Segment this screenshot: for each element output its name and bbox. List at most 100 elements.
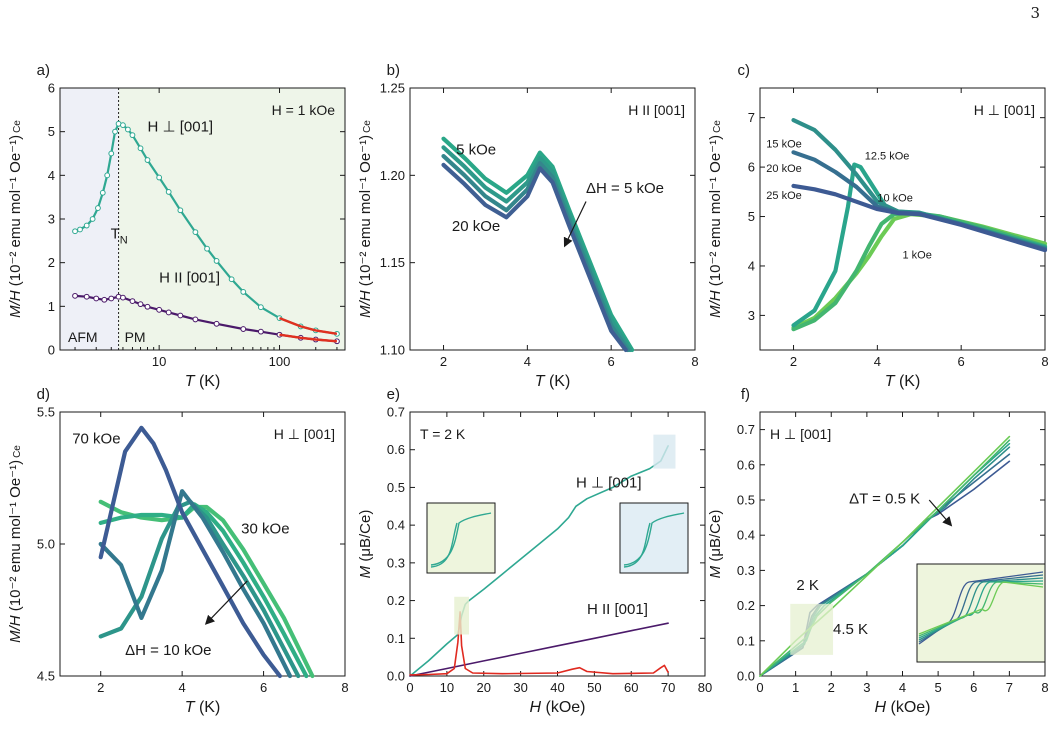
plot-frame	[759, 87, 1046, 351]
x-axis-label: H (kOe)	[874, 699, 930, 716]
data-point	[89, 216, 96, 222]
y-tick-label: 6	[748, 160, 755, 175]
x-tick-label: 40	[550, 680, 564, 695]
data-point	[240, 289, 247, 295]
x-axis-label: T (K)	[885, 373, 921, 390]
series-label: H II [001]	[587, 601, 648, 618]
x-tick-label: 4	[179, 680, 186, 695]
y-axis-unit: (10⁻² emu mol⁻¹ Oe⁻¹)	[357, 135, 374, 290]
data-point	[257, 304, 264, 311]
series-line	[98, 489, 293, 679]
x-tick-label: 6	[608, 354, 615, 369]
data-point	[144, 303, 151, 310]
x-axis-var: T	[535, 373, 546, 390]
x-axis-var: T	[185, 699, 196, 716]
data-point	[120, 122, 126, 129]
series-line	[441, 162, 628, 353]
x-tick-label: 4	[874, 354, 881, 369]
data-point	[257, 328, 264, 335]
x-tick-label: 8	[1041, 680, 1048, 695]
y-axis-label: M/H (10⁻² emu mol⁻¹ Oe⁻¹) Ce	[7, 120, 24, 318]
y-axis-var: M/H	[7, 615, 24, 643]
field-label: H II [001]	[628, 102, 685, 118]
x-tick-label: 50	[587, 680, 601, 695]
panel-d: d) 2 4 6 8 4.5 5.0 5.5 70 kOe 30 kOe ΔH = 10 kOe H …	[7, 386, 349, 716]
y-tick-label: 4.5	[37, 669, 55, 684]
series-label: 2 K	[796, 577, 819, 594]
fit-line	[279, 333, 338, 343]
x-tick-label: 2	[440, 354, 447, 369]
data-point	[72, 292, 78, 299]
series-line	[98, 502, 309, 679]
inset-curve	[430, 522, 458, 568]
x-tick-label: 60	[624, 680, 638, 695]
y-tick-label: 1.20	[380, 168, 405, 183]
series-label: H II [001]	[159, 269, 220, 286]
highlight-box	[653, 434, 676, 469]
x-axis-label: H (kOe)	[529, 699, 585, 716]
data-point	[204, 245, 210, 252]
data-point	[112, 128, 118, 135]
y-tick-label: 0.1	[387, 631, 405, 646]
field-label: T = 2 K	[420, 426, 466, 442]
series-label: H ⊥ [001]	[576, 474, 642, 491]
y-axis-var: M/H	[707, 290, 724, 318]
inset-curve	[623, 512, 685, 566]
y-axis-label: M/H (10⁻² emu mol⁻¹ Oe⁻¹) Ce	[7, 445, 24, 643]
x-tick-label: 2	[790, 354, 797, 369]
series-label: ΔH = 10 kOe	[125, 642, 211, 659]
data-point	[129, 132, 136, 139]
x-tick-label: 0	[756, 680, 763, 695]
panel-label: c)	[738, 62, 751, 79]
data-point	[177, 312, 184, 319]
data-point	[101, 296, 108, 303]
data-point	[108, 150, 115, 157]
inset-frame	[619, 502, 689, 574]
y-tick-label: 0	[48, 343, 55, 358]
fit-line	[279, 316, 338, 335]
x-axis-var: H	[874, 699, 886, 716]
x-tick-label: 6	[970, 680, 977, 695]
x-axis-var: T	[185, 373, 196, 390]
y-axis-sub: Ce	[712, 120, 723, 133]
data-point	[120, 294, 126, 301]
y-tick-label: 4	[48, 168, 55, 183]
series-label: 4.5 K	[833, 621, 868, 638]
data-point	[99, 189, 106, 196]
field-label: H ⊥ [001]	[974, 102, 1035, 118]
y-tick-label: 3	[48, 212, 55, 227]
region-label: AFM	[68, 329, 98, 345]
y-axis-unit: (μB/Ce)	[707, 510, 724, 566]
y-tick-label: 7	[748, 110, 755, 125]
series-label: ΔH = 5 kOe	[586, 180, 664, 197]
annotation-arrow	[928, 499, 953, 527]
y-tick-label: 1	[48, 299, 55, 314]
x-tick-label: 4	[524, 354, 531, 369]
y-axis-unit: (10⁻² emu mol⁻¹ Oe⁻¹)	[7, 460, 24, 615]
y-tick-label: 0.5	[387, 480, 405, 495]
data-point	[144, 157, 151, 163]
data-point	[240, 326, 247, 332]
x-axis-unit: (K)	[195, 373, 221, 390]
y-tick-label: 0.6	[387, 442, 405, 457]
series-line	[791, 118, 1048, 251]
panel-b: b) 2 4 6 8 1.10 1.15 1.20 1.25 5 kOe 20 kOe ΔH = 5 …	[357, 62, 699, 390]
field-label: H = 1 kOe	[272, 102, 336, 118]
x-tick-label: 8	[341, 680, 348, 695]
y-axis-var: M/H	[7, 290, 24, 318]
data-point	[165, 189, 172, 195]
panel-a: AFM PM T Na) 10 100 0 1 2 3 4 5 6 H ⊥ [001] H II [001]…	[7, 62, 346, 390]
series-label: 10 kOe	[877, 193, 912, 205]
field-label: H ⊥ [001]	[274, 426, 335, 442]
x-tick-label: 10	[440, 680, 454, 695]
x-tick-label: 2	[828, 680, 835, 695]
y-tick-label: 6	[48, 81, 55, 96]
x-axis-label: T (K)	[185, 699, 221, 716]
highlight-box	[454, 596, 469, 635]
inset-frame	[426, 502, 496, 574]
x-axis-unit: (K)	[195, 699, 221, 716]
y-axis-label: M/H (10⁻² emu mol⁻¹ Oe⁻¹) Ce	[357, 120, 374, 318]
panel-label: f)	[741, 386, 750, 403]
y-axis-label: M/H (10⁻² emu mol⁻¹ Oe⁻¹) Ce	[707, 120, 724, 318]
data-point	[192, 229, 199, 236]
